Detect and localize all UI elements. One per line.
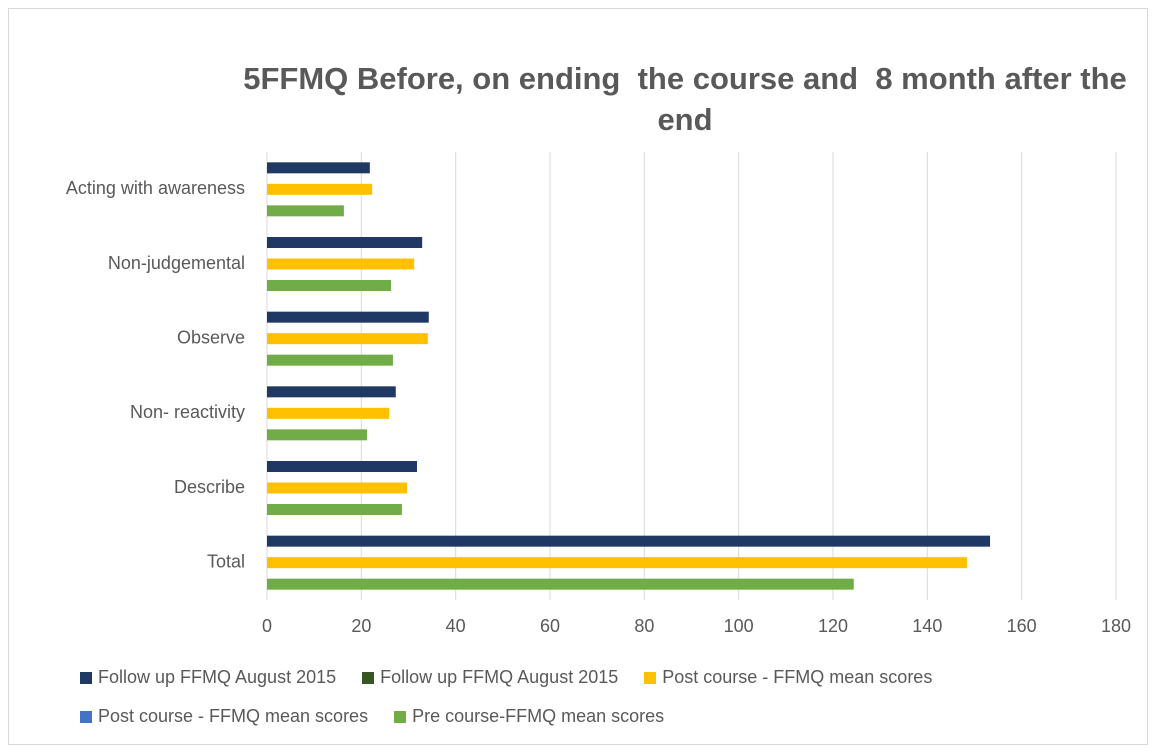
legend-swatch (644, 671, 657, 684)
x-tick-label: 180 (1101, 616, 1131, 636)
bar (267, 482, 408, 494)
bar (267, 205, 344, 217)
legend-label: Post course - FFMQ mean scores (98, 706, 369, 726)
legend-item: Pre course-FFMQ mean scores (394, 706, 664, 727)
legend-item: Post course - FFMQ mean scores (644, 667, 932, 688)
legend-swatch (394, 710, 407, 723)
x-tick-label: 0 (262, 616, 272, 636)
x-tick-label: 100 (724, 616, 754, 636)
x-tick-label: 160 (1007, 616, 1037, 636)
legend-label: Post course - FFMQ mean scores (662, 667, 933, 687)
bar (267, 162, 370, 174)
legend-label: Follow up FFMQ August 2015 (380, 667, 619, 687)
bar (267, 311, 429, 323)
bar (267, 461, 417, 472)
y-tick-label: Acting with awareness (66, 178, 245, 198)
x-tick-label: 120 (818, 616, 848, 636)
legend-label: Pre course-FFMQ mean scores (412, 706, 665, 726)
bar (267, 504, 402, 515)
x-tick-label: 20 (351, 616, 371, 636)
chart-title: 5FFMQ Before, on ending the course and 8… (243, 61, 1136, 137)
y-tick-label: Non-judgemental (108, 253, 245, 273)
legend-swatch (362, 671, 375, 684)
legend-item: Follow up FFMQ August 2015 (80, 667, 336, 688)
bar (267, 407, 390, 419)
y-tick-label: Describe (174, 477, 245, 497)
bar (267, 386, 396, 398)
bar (267, 258, 415, 270)
bar (267, 535, 991, 547)
y-tick-label: Total (207, 551, 245, 571)
legend-label: Follow up FFMQ August 2015 (98, 667, 337, 687)
x-tick-label: 140 (912, 616, 942, 636)
bar (267, 354, 393, 366)
x-tick-label: 40 (446, 616, 466, 636)
legend-item: Post course - FFMQ mean scores (80, 706, 368, 727)
bar (267, 333, 428, 345)
y-tick-label: Observe (177, 327, 245, 347)
bar (267, 578, 854, 590)
bar (267, 280, 392, 291)
bar (267, 237, 423, 248)
y-tick-label: Non- reactivity (130, 402, 245, 422)
legend-swatch (80, 710, 92, 723)
bar (267, 429, 367, 441)
legend: Follow up FFMQ August 2015 Follow up FFMQ… (80, 667, 1140, 727)
chart-border (8, 8, 1148, 745)
x-tick-label: 60 (540, 616, 560, 636)
bar (267, 557, 967, 569)
x-tick-label: 80 (634, 616, 654, 636)
legend-item: Follow up FFMQ August 2015 (362, 667, 618, 688)
legend-swatch (80, 671, 92, 684)
bar (267, 183, 373, 195)
